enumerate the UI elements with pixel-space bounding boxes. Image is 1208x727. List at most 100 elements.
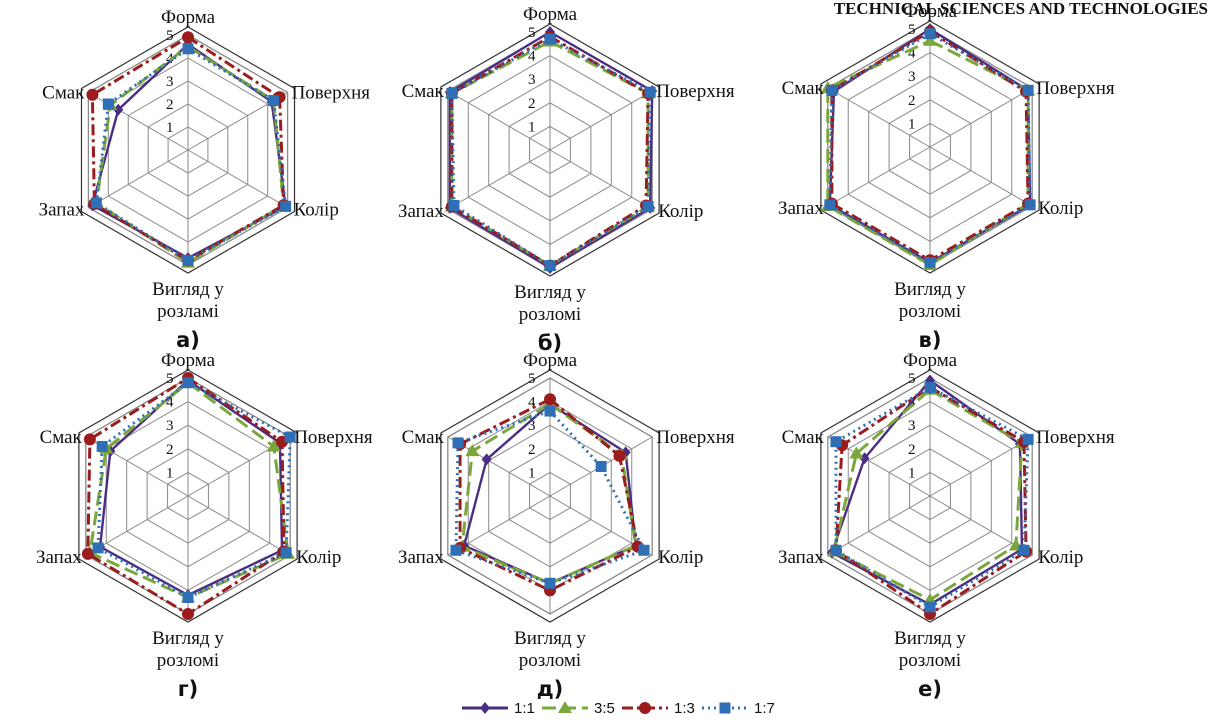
legend-label: 1:3	[674, 700, 695, 717]
legend: 1:1 3:5 1:3 1:7	[462, 700, 775, 717]
data-point	[826, 84, 838, 96]
data-point	[824, 199, 836, 211]
axis-spoke	[929, 146, 1033, 207]
axis-label: Форма	[161, 350, 216, 371]
axis-label: Поверхня	[294, 427, 373, 448]
tick-label: 3	[528, 418, 536, 434]
tick-label: 4	[528, 395, 536, 411]
axis-label: Поверхня	[1036, 78, 1115, 99]
data-point	[268, 95, 280, 107]
tick-label: 5	[908, 22, 916, 38]
tick-label: 2	[908, 442, 916, 458]
axis-label: Колір	[294, 200, 339, 221]
legend-item: 1:7	[702, 700, 775, 717]
axis-spoke	[88, 149, 189, 208]
panel-label: а)	[176, 328, 200, 352]
axis-label: Вигляд у розломі	[514, 282, 586, 325]
legend-label: 3:5	[594, 700, 615, 717]
axis-label: Колір	[658, 547, 703, 568]
series-line	[834, 385, 1028, 616]
data-point	[280, 547, 292, 559]
axis-label: Запах	[398, 547, 444, 568]
axis-label: Вигляд у розломі	[894, 628, 966, 671]
axis-label: Вигляд у розломі	[514, 628, 586, 671]
series-line	[94, 45, 286, 265]
outer-frame	[78, 369, 298, 623]
tick-label: 3	[528, 72, 536, 88]
data-point	[81, 547, 94, 560]
data-point	[86, 88, 99, 101]
axis-spoke	[929, 436, 1033, 497]
data-point	[284, 431, 296, 443]
data-point	[465, 444, 480, 457]
data-point	[280, 200, 292, 212]
legend-item: 1:3	[622, 700, 695, 717]
data-point	[182, 591, 194, 603]
tick-label: 5	[528, 25, 536, 41]
axis-label: Поверхня	[656, 427, 735, 448]
axis-spoke	[929, 87, 1033, 148]
data-point	[924, 257, 936, 269]
tick-label: 2	[528, 96, 536, 112]
tick-label: 3	[908, 69, 916, 85]
axis-label: Поверхня	[292, 83, 371, 104]
axis-label: Запах	[778, 198, 824, 219]
axis-label: Форма	[523, 4, 578, 25]
panel-label: б)	[538, 331, 562, 355]
axis-label: Колір	[296, 547, 341, 568]
data-point	[849, 446, 864, 459]
legend-label: 1:7	[754, 700, 775, 717]
axis-label: Смак	[402, 427, 445, 448]
data-point	[182, 608, 194, 620]
axis-spoke	[549, 90, 653, 151]
legend-swatch-marker	[639, 702, 651, 714]
tick-label: 2	[908, 93, 916, 109]
tick-label: 1	[528, 119, 536, 135]
legend-item: 1:1	[462, 700, 535, 717]
axis-label: Форма	[523, 350, 578, 371]
axis-label: Колір	[658, 201, 703, 222]
tick-label: 1	[166, 465, 174, 481]
data-point	[96, 440, 108, 452]
panel-label: д)	[537, 677, 564, 701]
data-point	[1024, 199, 1036, 211]
data-point	[452, 437, 464, 449]
data-point	[266, 439, 281, 452]
data-point	[450, 544, 462, 556]
legend-swatch-marker	[480, 702, 490, 714]
data-point	[613, 449, 626, 462]
data-point	[92, 542, 104, 554]
axis-label: Вигляд у розламі	[152, 279, 224, 322]
axis-label: Вигляд у розломі	[894, 279, 966, 322]
axis-label: Запах	[778, 547, 824, 568]
axis-label: Поверхня	[1036, 427, 1115, 448]
data-point	[448, 199, 460, 211]
axis-label: Поверхня	[656, 81, 735, 102]
axis-label: Форма	[161, 7, 216, 28]
data-point	[1018, 544, 1030, 556]
axis-spoke	[549, 149, 653, 210]
data-point	[830, 544, 842, 556]
axis-label: Запах	[36, 547, 82, 568]
data-point	[182, 377, 194, 389]
tick-label: 5	[166, 28, 174, 44]
data-point	[642, 201, 654, 213]
outer-frame	[440, 23, 660, 277]
axis-label: Колір	[1038, 547, 1083, 568]
data-point	[102, 98, 114, 110]
data-point	[544, 260, 556, 272]
axis-label: Смак	[40, 427, 83, 448]
tick-label: 4	[908, 46, 916, 62]
axis-spoke	[187, 495, 291, 556]
tick-label: 5	[166, 371, 174, 387]
tick-label: 3	[166, 418, 174, 434]
data-point	[481, 453, 492, 466]
axis-label: Смак	[42, 83, 85, 104]
data-point	[83, 433, 96, 446]
axis-label: Запах	[39, 200, 85, 221]
data-point	[859, 452, 870, 465]
